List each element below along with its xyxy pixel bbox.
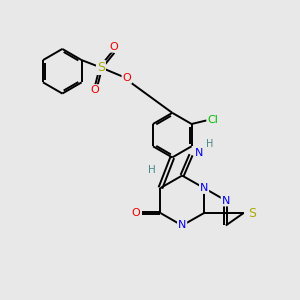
Text: N: N	[222, 196, 230, 206]
Text: S: S	[248, 206, 256, 220]
Text: N: N	[200, 183, 208, 193]
Text: Cl: Cl	[208, 116, 218, 125]
Text: H: H	[148, 165, 156, 176]
Text: N: N	[178, 220, 186, 230]
Text: S: S	[97, 61, 105, 74]
Text: O: O	[91, 85, 99, 95]
Text: O: O	[109, 42, 118, 52]
Text: H: H	[206, 140, 213, 149]
Text: N: N	[195, 148, 203, 158]
Text: O: O	[132, 208, 140, 218]
Text: O: O	[122, 73, 131, 83]
